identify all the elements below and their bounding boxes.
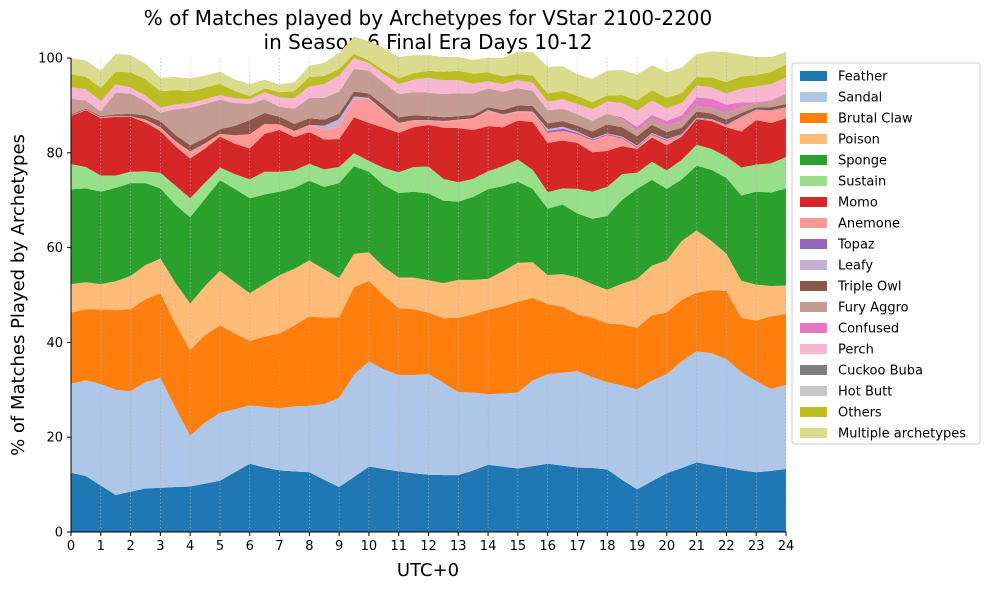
x-tick-label-9: 9 [335,539,343,554]
x-tick-label-3: 3 [156,539,164,554]
y-ticks: 0 20 40 60 80 100 [38,52,71,541]
x-tick-label-10: 10 [361,539,378,554]
y-axis-label: % of Matches Played by Archetypes [8,134,29,456]
legend-label-1: Sandal [838,91,882,106]
legend-swatch-1 [800,92,827,102]
x-tick-label-5: 5 [216,539,224,554]
legend-label-8: Topaz [837,238,875,253]
legend-label-17: Multiple archetypes [838,427,966,442]
legend-swatch-15 [800,386,827,396]
legend-swatch-2 [800,113,827,123]
area-series-7 [71,98,786,159]
x-tick-label-12: 12 [420,539,437,554]
legend-swatch-14 [800,365,827,375]
legend-label-13: Perch [838,343,874,358]
x-tick-label-13: 13 [450,539,467,554]
area-series-0 [71,462,786,532]
y-tick-label-2: 40 [46,336,63,351]
x-tick-label-16: 16 [539,539,556,554]
x-tick-label-24: 24 [778,539,795,554]
legend: Feather Sandal Brutal Claw Poison Sponge Sust… [791,62,981,445]
legend-swatch-11 [800,302,827,312]
x-tick-label-11: 11 [390,539,407,554]
legend-label-2: Brutal Claw [838,112,913,127]
legend-swatch-0 [800,71,827,81]
legend-swatch-6 [800,197,827,207]
legend-label-4: Sponge [838,154,887,169]
legend-label-10: Triple Owl [837,280,901,295]
legend-label-16: Others [838,406,882,421]
x-tick-label-15: 15 [510,539,527,554]
chart-title-line-1: % of Matches played by Archetypes for VS… [144,6,713,30]
x-tick-label-0: 0 [67,539,75,554]
legend-label-5: Sustain [838,175,886,190]
x-tick-label-4: 4 [186,539,194,554]
legend-label-15: Hot Butt [838,385,892,400]
legend-label-6: Momo [838,196,878,211]
y-tick-label-4: 80 [46,146,63,161]
area-series-2 [71,280,786,436]
x-tick-label-21: 21 [688,539,705,554]
y-tick-label-1: 20 [46,431,63,446]
x-tick-label-8: 8 [305,539,313,554]
x-axis-label: UTC+0 [397,560,459,581]
area-series-6 [71,110,786,199]
x-tick-label-19: 19 [629,539,646,554]
x-tick-label-1: 1 [97,539,105,554]
x-tick-label-14: 14 [480,539,497,554]
y-tick-label-0: 0 [55,526,63,541]
legend-label-7: Anemone [838,217,900,232]
area-series-16 [71,53,786,111]
legend-label-0: Feather [838,70,888,85]
legend-swatch-17 [800,428,827,438]
x-tick-label-6: 6 [246,539,254,554]
area-series-13 [71,58,786,127]
legend-label-14: Cuckoo Buba [838,364,923,379]
x-tick-label-7: 7 [275,539,283,554]
y-tick-label-5: 100 [38,52,63,67]
legend-swatch-16 [800,407,827,417]
legend-frame [791,62,981,445]
x-tick-label-22: 22 [718,539,735,554]
chart-title-line-2: in Season 6 Final Era Days 10-12 [264,30,593,54]
x-ticks: 0 1 2 3 4 5 6 7 8 9 10 11 12 13 14 15 16 17 18 19 20 21 22 23 24 [67,532,794,554]
legend-label-11: Fury Aggro [838,301,909,316]
x-tick-label-23: 23 [748,539,765,554]
x-tick-label-2: 2 [126,539,134,554]
y-tick-label-3: 60 [46,241,63,256]
legend-swatch-7 [800,218,827,228]
x-tick-label-20: 20 [659,539,676,554]
legend-swatch-3 [800,134,827,144]
legend-swatch-12 [800,323,827,333]
x-tick-label-17: 17 [569,539,586,554]
legend-label-12: Confused [838,322,899,337]
legend-swatch-5 [800,176,827,186]
legend-label-9: Leafy [838,259,873,274]
legend-swatch-4 [800,155,827,165]
x-tick-label-18: 18 [599,539,616,554]
legend-swatch-9 [800,260,827,270]
legend-label-3: Poison [838,133,880,148]
legend-swatch-10 [800,281,827,291]
legend-swatch-13 [800,344,827,354]
legend-swatch-8 [800,239,827,249]
